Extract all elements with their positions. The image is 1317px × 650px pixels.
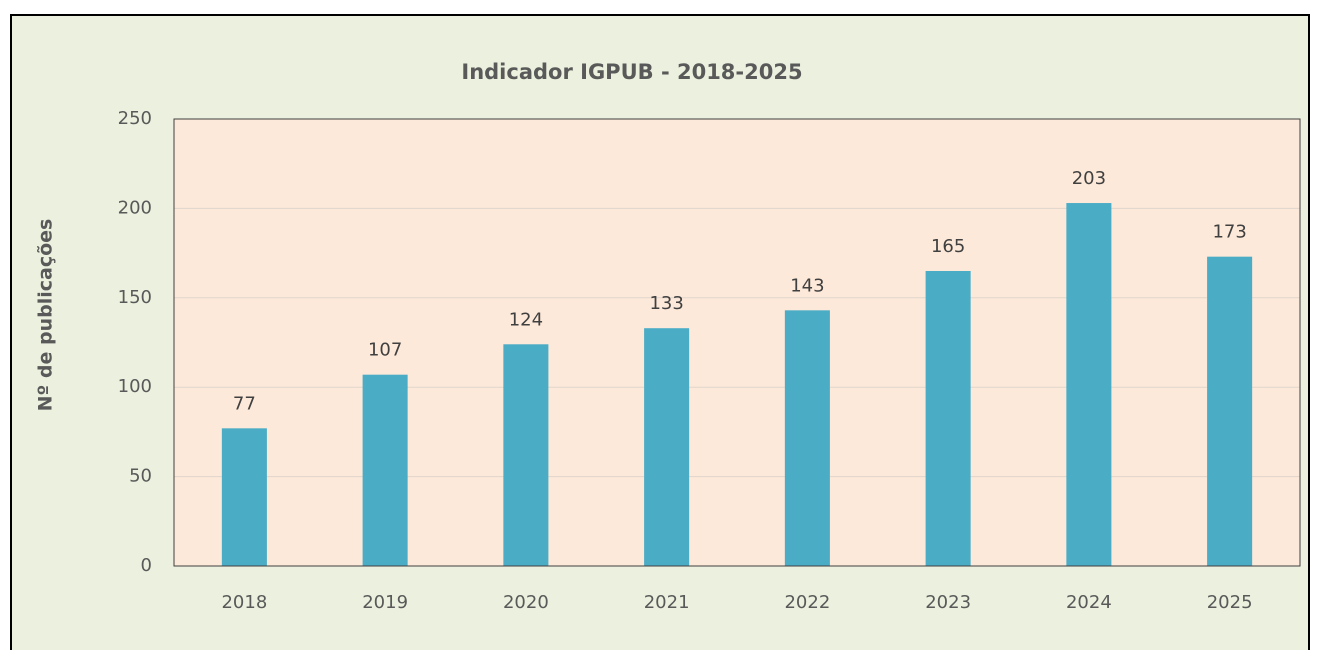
plot-area: [174, 119, 1300, 566]
y-tick-label: 250: [118, 108, 152, 129]
bar: [221, 428, 267, 566]
y-tick-label: 100: [118, 376, 152, 397]
data-label: 107: [368, 340, 402, 361]
bar: [784, 310, 830, 566]
bar: [1066, 203, 1112, 566]
y-axis-label: Nº de publicações: [35, 219, 57, 412]
y-tick-label: 200: [118, 197, 152, 218]
bar: [644, 328, 690, 566]
x-tick-label: 2024: [1066, 592, 1112, 613]
y-tick-label: 150: [118, 287, 152, 308]
chart-title: Indicador IGPUB - 2018-2025: [461, 60, 802, 84]
x-tick-label: 2020: [503, 592, 549, 613]
y-tick-label: 0: [141, 555, 152, 576]
bar: [503, 344, 549, 566]
bar: [925, 270, 971, 566]
bar: [1207, 256, 1253, 566]
data-label: 133: [649, 293, 683, 314]
x-tick-label: 2022: [784, 592, 830, 613]
x-tick-label: 2021: [644, 592, 690, 613]
data-label: 124: [509, 309, 543, 330]
x-tick-label: 2018: [221, 592, 267, 613]
x-tick-label: 2023: [925, 592, 971, 613]
x-tick-label: 2019: [362, 592, 408, 613]
data-label: 203: [1072, 168, 1106, 189]
y-tick-label: 50: [129, 466, 152, 487]
data-label: 173: [1212, 222, 1246, 243]
plot-border: [173, 118, 1301, 567]
data-label: 77: [233, 393, 256, 414]
data-label: 143: [790, 275, 824, 296]
data-label: 165: [931, 236, 965, 257]
bar: [362, 374, 408, 566]
x-tick-label: 2025: [1207, 592, 1253, 613]
